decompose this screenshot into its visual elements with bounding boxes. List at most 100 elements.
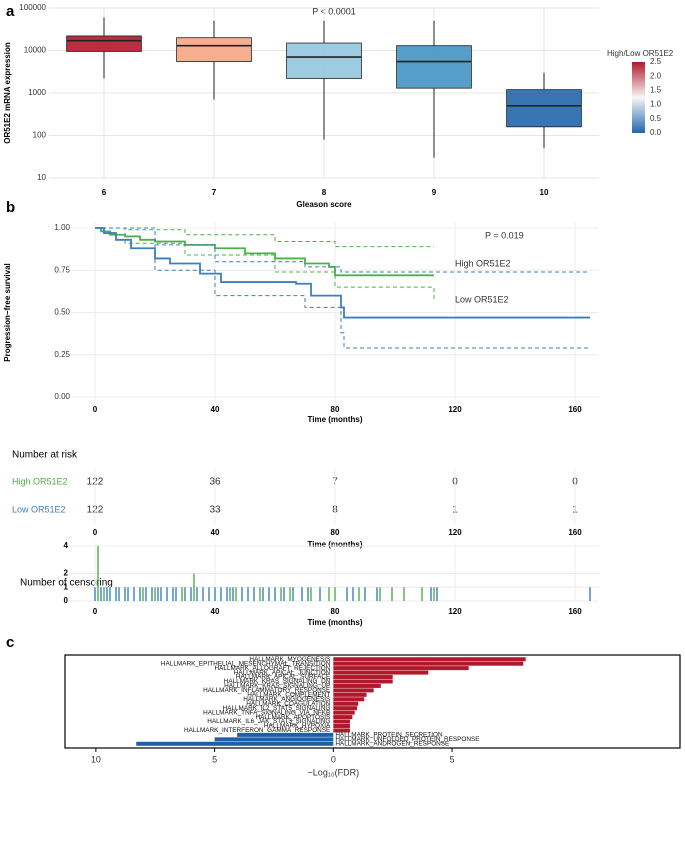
y-tick-label: 10000 xyxy=(24,46,47,55)
curve-label: High OR51E2 xyxy=(455,258,511,268)
x-tick-label: 40 xyxy=(211,528,220,537)
bar-label: HALLMARK_IL6_JAK_STAT3_SIGNALING xyxy=(207,718,330,725)
bar-label: HALLMARK_KRAS_SIGNALING_UP xyxy=(224,683,330,690)
box xyxy=(396,45,472,89)
colorbar-label: 2.5 xyxy=(650,57,662,66)
box xyxy=(176,37,252,62)
bar-label: HALLMARK_IL2_STAT5_SIGNALING xyxy=(223,705,331,712)
box xyxy=(286,42,362,79)
panel-label: a xyxy=(6,3,15,20)
bar-label: HALLMARK_ANDROGEN_RESPONSE xyxy=(335,740,449,747)
confidence-band xyxy=(95,227,590,349)
bar-label: HALLMARK_TNFA_SIGNALING_VIA_NFKB xyxy=(203,709,330,716)
bar xyxy=(333,675,393,680)
table-title: Number at risk xyxy=(12,450,78,461)
bar xyxy=(333,661,524,666)
bar-label: HALLMARK_ALLOGRAFT_REJECTION xyxy=(215,665,331,672)
x-axis-label: −Log₁₀(FDR) xyxy=(308,767,360,777)
x-tick-label: 120 xyxy=(448,405,462,414)
annotation: P = 0.019 xyxy=(485,230,524,240)
bar-label: HALLMARK_COMPLEMENT xyxy=(247,692,330,699)
x-axis-label: Time (months) xyxy=(308,415,363,424)
bar-label: HALLMARK_INTERFERON_GAMMA_RESPONSE xyxy=(184,727,330,734)
bar xyxy=(333,710,355,715)
colorbar xyxy=(632,62,645,133)
bar xyxy=(333,679,393,684)
bar xyxy=(333,666,469,671)
bar-label: HALLMARK_UNFOLDED_PROTEIN_RESPONSE xyxy=(335,736,479,743)
y-tick-label: 1.00 xyxy=(54,223,70,232)
bar-label: HALLMARK_APICAL_SURFACE xyxy=(236,674,330,681)
colorbar-title: High/Low OR51E2 xyxy=(607,49,674,58)
x-tick-label: 80 xyxy=(331,607,340,616)
y-tick-label: 0.50 xyxy=(54,308,70,317)
bar xyxy=(333,697,365,702)
bar xyxy=(333,706,358,711)
x-tick-label: 10 xyxy=(540,188,549,197)
y-tick-label: 1 xyxy=(64,582,69,591)
frame xyxy=(64,654,681,749)
x-tick-label: 0 xyxy=(93,405,98,414)
y-tick-label: 100000 xyxy=(19,3,46,12)
curve-label: Low OR51E2 xyxy=(455,294,509,304)
x-tick-label: 40 xyxy=(211,607,220,616)
bar xyxy=(333,683,381,688)
confidence-band xyxy=(95,227,435,301)
y-axis-label: Progression−free survival xyxy=(3,263,12,362)
colorbar-label: 1.0 xyxy=(650,100,662,109)
annotation: P < 0.0001 xyxy=(312,6,356,16)
bar-label: HALLMARK_MYOGENESIS xyxy=(249,656,330,663)
colorbar-label: 1.5 xyxy=(650,86,662,95)
row-label: High OR51E2 xyxy=(12,476,68,486)
y-tick-label: 1000 xyxy=(28,88,46,97)
x-tick-label: 0 xyxy=(93,528,98,537)
box xyxy=(506,89,582,128)
x-tick-label: 120 xyxy=(448,607,462,616)
bar-label: HALLMARK_EPITHELIAL_MESENCHYMAL_TRANSITI… xyxy=(161,660,331,667)
bar xyxy=(333,715,353,720)
x-tick-label: 0 xyxy=(93,607,98,616)
chart-title: Number of censoring xyxy=(20,578,113,589)
x-tick-label: 7 xyxy=(212,188,217,197)
y-tick-label: 0.25 xyxy=(54,350,70,359)
x-tick-label: 80 xyxy=(331,528,340,537)
x-tick-label: 5 xyxy=(212,754,217,764)
panel-label: b xyxy=(6,199,15,216)
bar xyxy=(333,692,367,697)
x-tick-label: 40 xyxy=(211,405,220,414)
bar-label: HALLMARK_APICAL_JUNCTION xyxy=(234,669,331,676)
x-tick-label: 8 xyxy=(322,188,327,197)
bar xyxy=(333,701,359,706)
x-tick-label: 0 xyxy=(331,754,336,764)
y-tick-label: 4 xyxy=(64,541,69,550)
y-tick-label: 0 xyxy=(64,596,69,605)
bar xyxy=(333,688,374,693)
bar-label: HALLMARK_KRAS_SIGNALING_DN xyxy=(224,678,331,685)
colorbar-label: 2.0 xyxy=(650,71,662,80)
bar xyxy=(333,670,429,675)
x-tick-label: 80 xyxy=(331,405,340,414)
survival-curve xyxy=(95,227,590,319)
y-tick-label: 0.75 xyxy=(54,265,70,274)
x-tick-label: 10 xyxy=(91,754,101,764)
x-axis-label: Time (months) xyxy=(308,618,363,627)
x-tick-label: 5 xyxy=(450,754,455,764)
row-label: Low OR51E2 xyxy=(12,504,66,514)
bar xyxy=(333,723,350,728)
x-tick-label: 9 xyxy=(432,188,437,197)
bar xyxy=(333,657,526,662)
bar xyxy=(237,732,334,737)
y-tick-label: 100 xyxy=(33,131,47,140)
x-tick-label: 120 xyxy=(448,528,462,537)
x-tick-label: 160 xyxy=(568,607,582,616)
x-tick-label: 6 xyxy=(102,188,107,197)
y-tick-label: 0.00 xyxy=(54,392,70,401)
bar-label: HALLMARK_COAGULATION xyxy=(246,700,330,707)
y-axis-label: OR51E2 mRNA expression xyxy=(3,42,12,144)
bar-label: HALLMARK_APOPTOSIS xyxy=(255,714,330,721)
bar-label: HALLMARK_PROTEIN_SECRETION xyxy=(335,732,443,739)
panel-label: c xyxy=(6,634,14,651)
bar xyxy=(136,741,334,746)
